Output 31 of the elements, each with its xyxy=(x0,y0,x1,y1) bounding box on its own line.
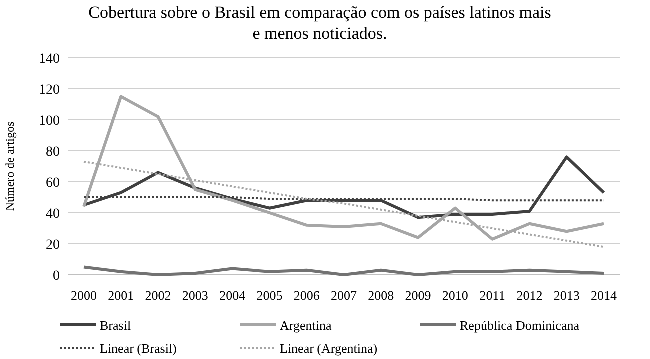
x-tick-label: 2004 xyxy=(220,288,246,303)
legend-label: Brasil xyxy=(100,318,132,333)
legend-label: Linear (Argentina) xyxy=(280,341,378,356)
y-tick-label: 0 xyxy=(53,269,60,284)
x-tick-label: 2001 xyxy=(108,288,134,303)
legend-label: Argentina xyxy=(280,318,332,333)
y-tick-label: 120 xyxy=(39,83,60,98)
x-tick-label: 2013 xyxy=(554,288,580,303)
y-axis-title: Número de artigos xyxy=(3,122,17,212)
x-tick-label: 2012 xyxy=(516,288,543,303)
x-tick-label: 2000 xyxy=(71,288,97,303)
x-tick-label: 2006 xyxy=(294,288,320,303)
x-tick-label: 2005 xyxy=(256,288,283,303)
legend-label: República Dominicana xyxy=(460,318,580,333)
x-tick-label: 2014 xyxy=(591,288,618,303)
y-tick-label: 20 xyxy=(46,238,60,253)
x-tick-label: 2011 xyxy=(480,288,506,303)
x-tick-label: 2002 xyxy=(145,288,172,303)
y-tick-label: 140 xyxy=(39,52,60,67)
y-tick-label: 80 xyxy=(46,145,60,160)
x-tick-label: 2010 xyxy=(442,288,468,303)
x-tick-label: 2003 xyxy=(182,288,208,303)
y-tick-label: 100 xyxy=(39,114,60,129)
x-tick-label: 2007 xyxy=(331,288,358,303)
y-tick-label: 40 xyxy=(46,207,60,222)
line-series xyxy=(82,266,606,276)
legend-label: Linear (Brasil) xyxy=(100,341,177,356)
y-tick-label: 60 xyxy=(46,176,60,191)
chart-title: Cobertura sobre o Brasil em comparação com os países latinos mais e menos noticiados. xyxy=(88,3,552,43)
x-tick-label: 2009 xyxy=(405,288,432,303)
x-tick-label: 2008 xyxy=(368,288,394,303)
